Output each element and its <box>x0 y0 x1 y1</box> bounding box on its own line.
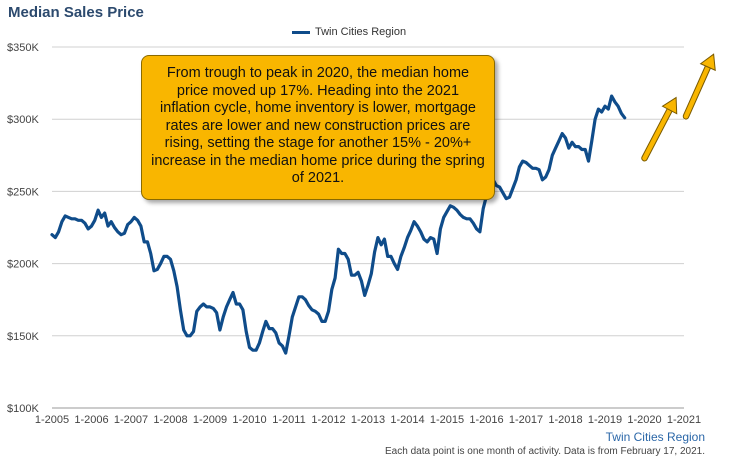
y-tick-label: $150K <box>7 331 39 343</box>
legend[interactable]: Twin Cities Region <box>292 26 406 38</box>
trend-arrow <box>641 96 678 162</box>
y-tick-label: $200K <box>7 259 39 271</box>
chart-title: Median Sales Price <box>8 4 144 21</box>
x-axis-ticks: 1-2005 1-2006 1-2007 1-2008 1-2009 1-2010 1-20… <box>35 414 701 426</box>
x-tick-label: 1-2017 <box>509 414 543 426</box>
source-link[interactable]: Twin Cities Region <box>605 430 705 444</box>
legend-swatch <box>292 30 310 34</box>
arrow-layer <box>641 53 716 162</box>
x-tick-label: 1-2009 <box>193 414 227 426</box>
series-line[interactable] <box>50 94 627 355</box>
y-tick-label: $100K <box>7 403 39 415</box>
footnote: Each data point is one month of activity… <box>385 446 705 457</box>
y-tick-label: $250K <box>7 186 39 198</box>
trend-arrow <box>682 53 716 120</box>
x-tick-label: 1-2015 <box>430 414 464 426</box>
y-tick-label: $350K <box>7 42 39 54</box>
x-tick-label: 1-2020 <box>627 414 661 426</box>
series-layer <box>50 94 627 355</box>
x-tick-label: 1-2019 <box>588 414 622 426</box>
x-tick-label: 1-2012 <box>311 414 345 426</box>
x-tick-label: 1-2005 <box>35 414 69 426</box>
y-axis-ticks: $100K $150K $200K $250K $300K $350K <box>7 42 39 415</box>
x-tick-label: 1-2011 <box>272 414 305 426</box>
annotation-callout: From trough to peak in 2020, the median … <box>141 55 495 200</box>
x-tick-label: 1-2018 <box>548 414 582 426</box>
x-tick-label: 1-2014 <box>390 414 424 426</box>
x-tick-label: 1-2013 <box>351 414 385 426</box>
y-tick-label: $300K <box>7 114 39 126</box>
x-tick-label: 1-2021 <box>667 414 701 426</box>
x-tick-label: 1-2008 <box>153 414 187 426</box>
x-tick-label: 1-2007 <box>114 414 148 426</box>
gridlines <box>52 46 684 409</box>
x-tick-label: 1-2010 <box>232 414 266 426</box>
legend-label: Twin Cities Region <box>315 26 407 38</box>
x-tick-label: 1-2006 <box>74 414 108 426</box>
x-tick-label: 1-2016 <box>469 414 503 426</box>
